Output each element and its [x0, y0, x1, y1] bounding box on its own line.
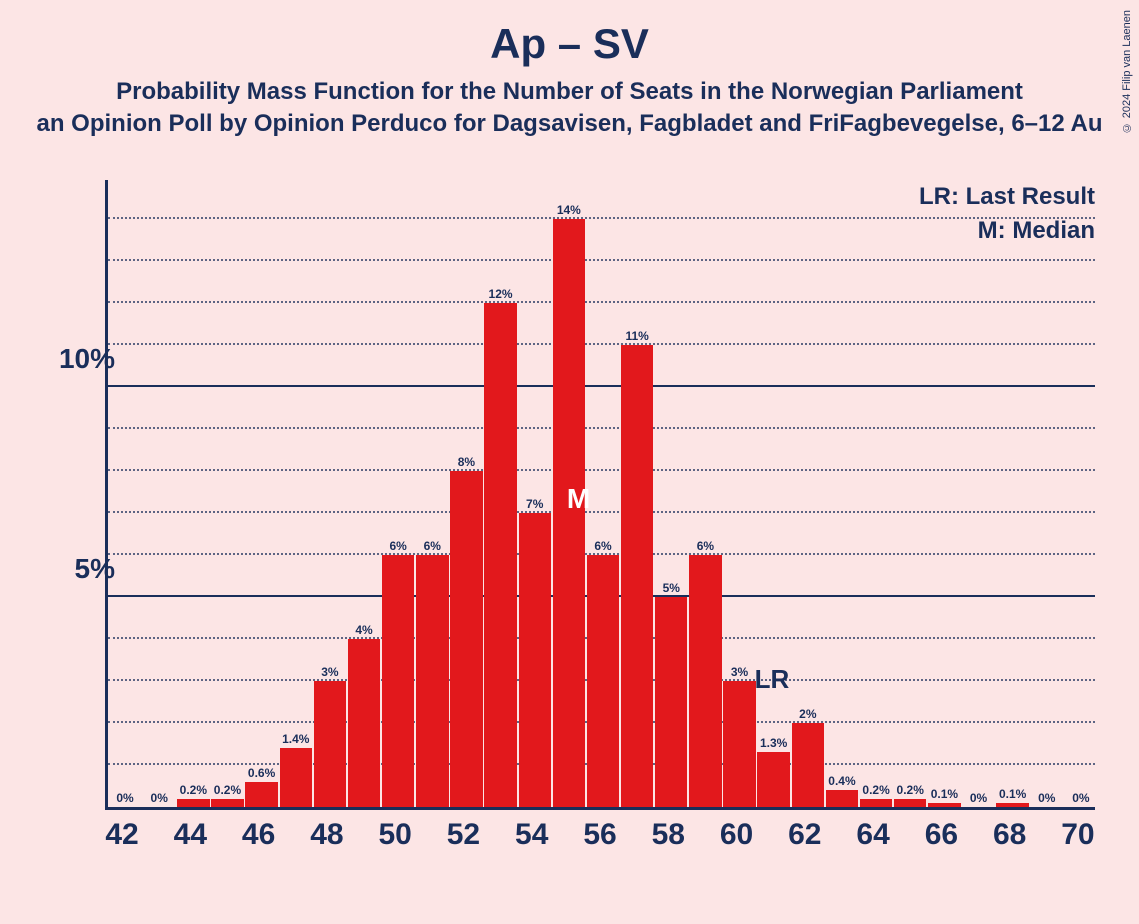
- x-axis-tick-label: 64: [856, 818, 889, 852]
- bar: 1.3%: [757, 752, 789, 807]
- bar: 0.6%: [245, 782, 277, 807]
- bar-value-label: 6%: [689, 539, 721, 555]
- x-axis-tick-label: 70: [1061, 818, 1094, 852]
- bar-value-label: 0.4%: [826, 774, 858, 790]
- bar-value-label: 3%: [314, 665, 346, 681]
- bar-value-label: 1.4%: [280, 732, 312, 748]
- bar: 0.1%: [928, 803, 960, 807]
- bar: 2%: [792, 723, 824, 807]
- x-axis-tick-label: 56: [583, 818, 616, 852]
- y-axis-tick-label: 10%: [59, 343, 115, 375]
- gridline-minor: [108, 343, 1095, 345]
- bar-value-label: 0.2%: [894, 783, 926, 799]
- bar-value-label: 0%: [1031, 791, 1063, 807]
- bar: 12%: [484, 303, 516, 807]
- bar: 0.2%: [860, 799, 892, 807]
- gridline-minor: [108, 511, 1095, 513]
- bar-value-label: 11%: [621, 329, 653, 345]
- bar-value-label: 0.2%: [177, 783, 209, 799]
- x-axis-tick-label: 60: [720, 818, 753, 852]
- bar-value-label: 0.2%: [860, 783, 892, 799]
- bar-value-label: 6%: [587, 539, 619, 555]
- x-axis-tick-label: 48: [310, 818, 343, 852]
- x-axis-tick-label: 58: [652, 818, 685, 852]
- bar: 5%: [655, 597, 687, 807]
- copyright-text: © 2024 Filip van Laenen: [1121, 10, 1133, 133]
- chart-area: LR: Last Result M: Median 0%0%0.2%0.2%0.…: [105, 180, 1115, 810]
- chart-title-main: Ap – SV: [0, 20, 1139, 68]
- x-axis-tick-label: 68: [993, 818, 1026, 852]
- bar: 3%: [314, 681, 346, 807]
- bar-value-label: 0%: [962, 791, 994, 807]
- bar: 6%: [689, 555, 721, 807]
- x-axis-tick-label: 62: [788, 818, 821, 852]
- bar: 4%: [348, 639, 380, 807]
- x-axis-tick-label: 42: [105, 818, 138, 852]
- gridline-minor: [108, 259, 1095, 261]
- bar-value-label: 0.2%: [211, 783, 243, 799]
- gridline-minor: [108, 217, 1095, 219]
- bar-value-label: 0.1%: [928, 787, 960, 803]
- bar-value-label: 0%: [1065, 791, 1097, 807]
- y-axis-tick-label: 5%: [75, 553, 115, 585]
- bar-value-label: 7%: [519, 497, 551, 513]
- x-axis-tick-label: 54: [515, 818, 548, 852]
- median-marker: M: [567, 483, 590, 515]
- bar: 1.4%: [280, 748, 312, 807]
- bar: 11%: [621, 345, 653, 807]
- bar-value-label: 0.6%: [245, 766, 277, 782]
- bar-value-label: 2%: [792, 707, 824, 723]
- bar: 8%: [450, 471, 482, 807]
- x-axis-tick-label: 46: [242, 818, 275, 852]
- bar: 0.4%: [826, 790, 858, 807]
- gridline-minor: [108, 301, 1095, 303]
- bar-value-label: 0%: [143, 791, 175, 807]
- bar-value-label: 4%: [348, 623, 380, 639]
- bar-value-label: 12%: [484, 287, 516, 303]
- x-axis-tick-label: 52: [447, 818, 480, 852]
- bar: 3%: [723, 681, 755, 807]
- gridline-major: [108, 385, 1095, 387]
- bar-value-label: 5%: [655, 581, 687, 597]
- bar: 6%: [587, 555, 619, 807]
- bar-value-label: 1.3%: [757, 736, 789, 752]
- bar: 7%: [519, 513, 551, 807]
- chart-title-source: an Opinion Poll by Opinion Perduco for D…: [0, 110, 1139, 138]
- bar-value-label: 0%: [109, 791, 141, 807]
- x-axis-tick-label: 66: [925, 818, 958, 852]
- bar: 0.2%: [211, 799, 243, 807]
- bar-value-label: 3%: [723, 665, 755, 681]
- bar: 6%: [382, 555, 414, 807]
- bar: 0.2%: [177, 799, 209, 807]
- chart-title-sub: Probability Mass Function for the Number…: [0, 78, 1139, 106]
- bar: 0.2%: [894, 799, 926, 807]
- x-axis-tick-label: 50: [378, 818, 411, 852]
- bar-value-label: 14%: [553, 203, 585, 219]
- bar-value-label: 0.1%: [996, 787, 1028, 803]
- gridline-minor: [108, 469, 1095, 471]
- plot-region: 0%0%0.2%0.2%0.6%1.4%3%4%6%6%8%12%7%14%6%…: [105, 180, 1095, 810]
- bar: 0.1%: [996, 803, 1028, 807]
- gridline-minor: [108, 427, 1095, 429]
- last-result-marker: LR: [755, 664, 790, 695]
- bar-value-label: 8%: [450, 455, 482, 471]
- bar-value-label: 6%: [416, 539, 448, 555]
- bar: 6%: [416, 555, 448, 807]
- x-axis-tick-label: 44: [174, 818, 207, 852]
- bar-value-label: 6%: [382, 539, 414, 555]
